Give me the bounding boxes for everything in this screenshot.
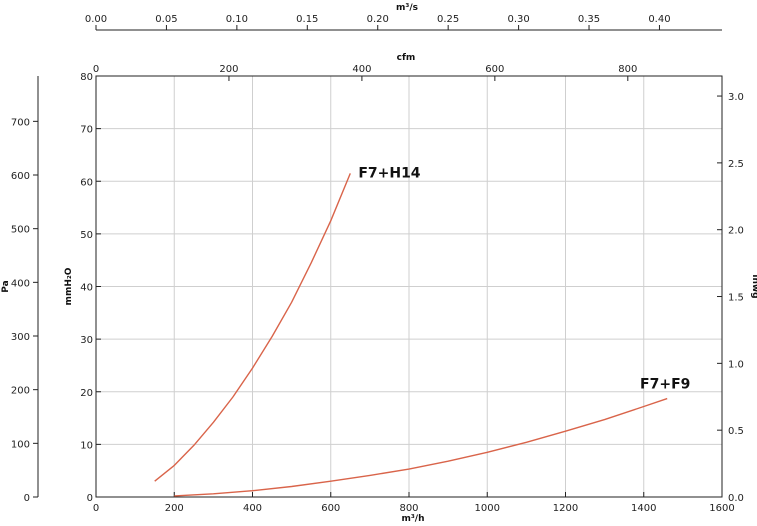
x-top-cfm-tick-label: 0: [93, 64, 99, 75]
series-label: F7+F9: [640, 377, 690, 393]
x-bottom-tick-label: 1200: [553, 503, 578, 514]
y-mmh2o-tick-label: 70: [80, 125, 93, 136]
x-bottom-tick-label: 1000: [475, 503, 500, 514]
y-pa-axis-label: Pa: [1, 280, 11, 292]
x-bottom-tick-label: 0: [93, 503, 99, 514]
y-pa-tick-label: 700: [11, 117, 30, 128]
x-top-m3s-tick-label: 0.15: [296, 14, 318, 25]
y-inwg-tick-label: 0.0: [728, 493, 744, 504]
y-mmh2o-tick-label: 10: [80, 440, 93, 451]
x-top-cfm-tick-label: 800: [618, 64, 637, 75]
x-top-cfm-tick-label: 200: [219, 64, 238, 75]
x-bottom-tick-label: 200: [165, 503, 184, 514]
y-mmh2o-tick-label: 20: [80, 388, 93, 399]
y-inwg-tick-label: 0.5: [728, 426, 744, 437]
y-pa-tick-label: 600: [11, 171, 30, 182]
y-pa-tick-label: 500: [11, 225, 30, 236]
y-pa-tick-label: 0: [24, 493, 30, 504]
series-line-f7-h14: [154, 173, 351, 482]
x-top-m3s-tick-label: 0.30: [507, 14, 529, 25]
x-top-m3s-tick-label: 0.10: [226, 14, 248, 25]
y-inwg-tick-label: 3.0: [728, 92, 744, 103]
x-top-m3s-tick-label: 0.35: [578, 14, 600, 25]
y-pa-tick-label: 400: [11, 278, 30, 289]
y-inwg-tick-label: 2.0: [728, 226, 744, 237]
x-top-m3s-axis-label: m³/s: [396, 3, 418, 13]
x-top-cfm-tick-label: 600: [485, 64, 504, 75]
x-bottom-axis-label: m³/h: [401, 514, 424, 524]
series-label: F7+H14: [358, 165, 420, 181]
y-pa-tick-label: 200: [11, 386, 30, 397]
x-bottom-tick-label: 800: [399, 503, 418, 514]
y-pa-tick-label: 100: [11, 439, 30, 450]
x-bottom-tick-label: 1400: [631, 503, 656, 514]
x-bottom-tick-label: 400: [243, 503, 262, 514]
x-top-m3s-tick-label: 0.00: [85, 14, 107, 25]
x-top-m3s-tick-label: 0.05: [155, 14, 177, 25]
x-top-cfm-axis-label: cfm: [397, 53, 416, 63]
y-inwg-tick-label: 1.5: [728, 293, 744, 304]
x-top-m3s-tick-label: 0.20: [367, 14, 389, 25]
y-mmh2o-axis-label: mmH₂O: [64, 267, 74, 305]
y-pa-tick-label: 300: [11, 332, 30, 343]
y-inwg-tick-label: 1.0: [728, 359, 744, 370]
y-mmh2o-tick-label: 50: [80, 230, 93, 241]
x-bottom-tick-label: 600: [321, 503, 340, 514]
y-mmh2o-tick-label: 60: [80, 177, 93, 188]
series-line-f7-f9: [174, 397, 668, 497]
y-mmh2o-tick-label: 40: [80, 283, 93, 294]
x-top-cfm-tick-label: 400: [352, 64, 371, 75]
y-mmh2o-tick-label: 0: [87, 493, 93, 504]
x-bottom-tick-label: 1600: [709, 503, 734, 514]
x-top-m3s-tick-label: 0.40: [648, 14, 670, 25]
y-inwg-tick-label: 2.5: [728, 159, 744, 170]
x-top-m3s-tick-label: 0.25: [437, 14, 459, 25]
y-mmh2o-tick-label: 30: [80, 335, 93, 346]
y-inwg-axis-label: inwg: [750, 274, 757, 298]
y-mmh2o-tick-label: 80: [80, 72, 93, 83]
